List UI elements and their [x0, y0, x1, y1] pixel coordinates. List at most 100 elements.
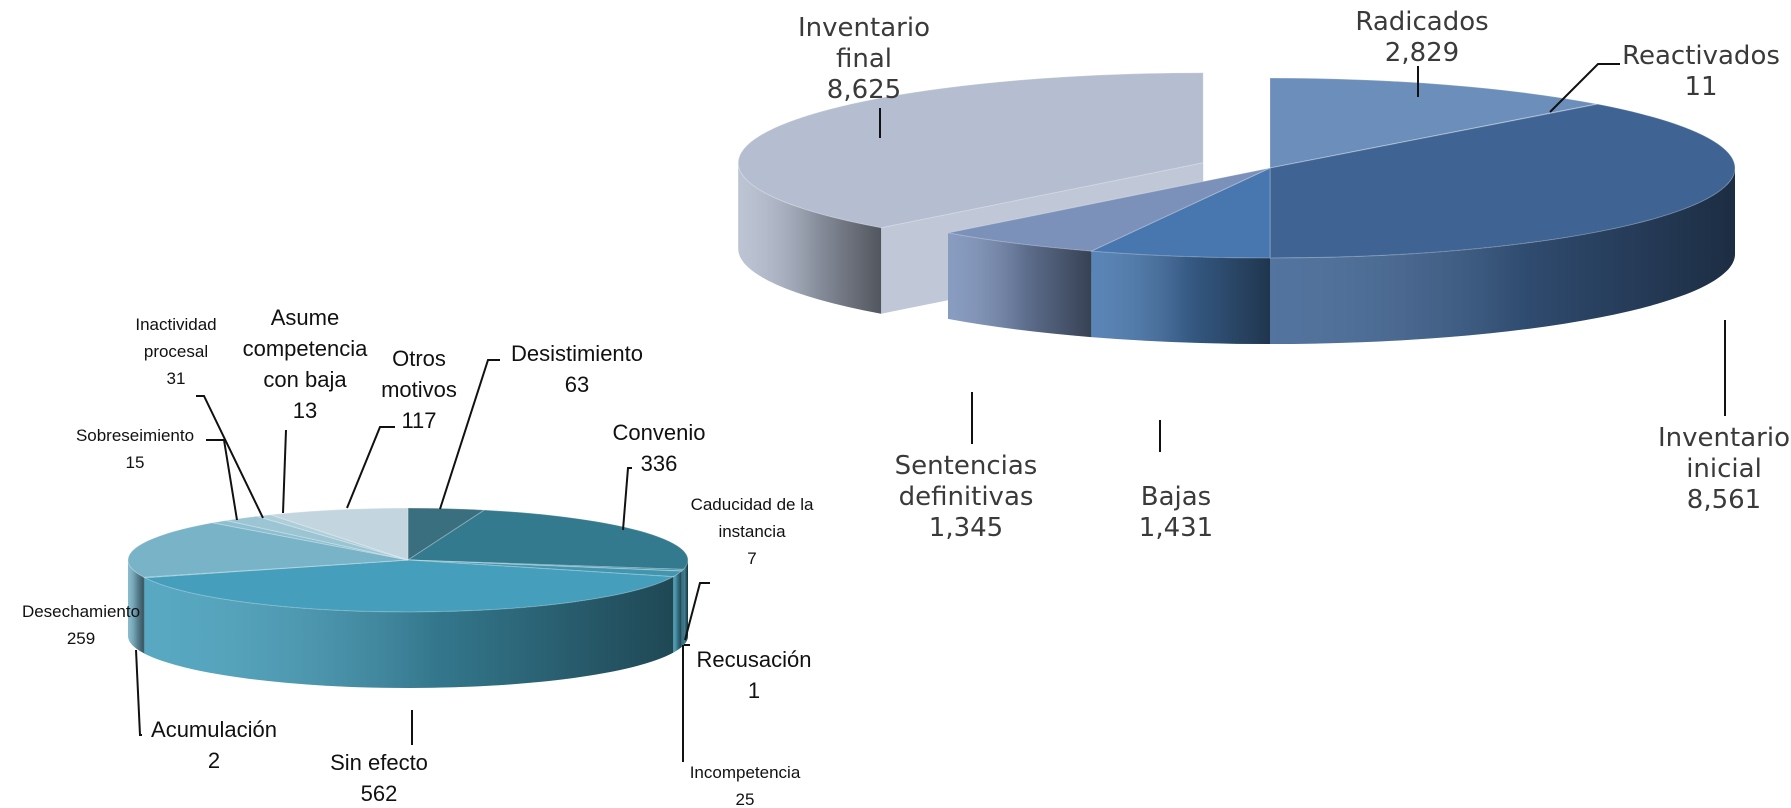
slice-category-label: Inactividad: [135, 315, 216, 334]
pie1-label-inventario-final: Inventario final 8,625: [798, 13, 930, 105]
slice-value-label: 8,561: [1687, 485, 1761, 515]
pie2-side-shade-acumulacion: [143, 577, 145, 654]
slice-category-label: Inventario: [1658, 423, 1790, 453]
slice-value-label: 25: [736, 790, 755, 808]
slice-category-label: Acumulación: [151, 717, 277, 742]
pie2-slice-incompetencia: [407, 559, 683, 578]
slice-value-label: 31: [167, 369, 186, 388]
pie2-slice-convenio: [406, 509, 689, 570]
pie1-side-shade-bajas: [1091, 251, 1270, 344]
slice-category-label: Bajas: [1141, 482, 1211, 512]
slice-category-label: Caducidad de la: [691, 495, 814, 514]
pie2-slice-otros-motivos: [270, 507, 409, 561]
pie-chart-inventario: [737, 72, 1736, 344]
slice-value-label: 2,829: [1385, 38, 1459, 68]
slice-category-label: procesal: [144, 342, 208, 361]
slice-value-label: 1,345: [929, 513, 1003, 543]
pie1-slice-reactivados: [1269, 103, 1598, 169]
pie2-slice-asume-competencia-con-baja: [256, 514, 409, 561]
slice-category-label: Otros: [392, 346, 446, 371]
pie2-label-sin-efecto: Sin efecto 562: [330, 750, 428, 806]
pie2-label-recusacion: Recusación 1: [697, 647, 812, 703]
slice-category-label: Radicados: [1355, 7, 1488, 37]
pie1-side-shade-sentencias-definitivas: [947, 232, 1092, 338]
pie2-label-inactividad-procesal: Inactividad procesal 31: [135, 315, 216, 388]
pie2-label-sobreseimiento: Sobreseimiento 15: [76, 426, 194, 472]
pie1-slice-radicados: [1269, 77, 1597, 169]
slice-value-label: 2: [208, 748, 220, 773]
pie2-label-caducidad-de-la-instancia: Caducidad de la instancia 7: [691, 495, 814, 568]
slice-category-label: Desechamiento: [22, 602, 140, 621]
slice-value-label: 63: [565, 372, 589, 397]
slice-value-label: 259: [67, 629, 95, 648]
slice-category-label: Convenio: [613, 420, 706, 445]
slice-value-label: 336: [641, 451, 678, 476]
pie2-leader-inactividad-procesal: [196, 395, 264, 519]
pie2-slice-desechamiento: [127, 522, 409, 578]
pie2-leader-sobreseimiento: [206, 439, 238, 521]
slice-category-label: Sobreseimiento: [76, 426, 194, 445]
pie2-side-shade-convenio: [683, 560, 688, 646]
pie1-label-radicados: Radicados 2,829: [1355, 7, 1488, 68]
pie1-label-reactivados: Reactivados 11: [1622, 41, 1780, 102]
pie2-label-incompetencia: Incompetencia 25: [690, 763, 801, 808]
slice-category-label: Desistimiento: [511, 341, 643, 366]
slice-category-label: competencia: [243, 336, 369, 361]
pie2-label-asume-competencia-con-baja: Asume competencia con baja 13: [243, 305, 369, 423]
slice-category-label: instancia: [718, 522, 786, 541]
slice-value-label: 7: [747, 549, 756, 568]
slice-category-label: definitivas: [899, 482, 1034, 512]
pie2-slice-inactividad-procesal: [226, 515, 409, 561]
pie2-side-shade-desechamiento: [128, 560, 144, 654]
pie2-leader-caducidad-de-la-instancia: [684, 582, 710, 641]
pie2-slice-caducidad-de-la-instancia: [407, 559, 685, 572]
pie1-slice-bajas: [1089, 167, 1271, 259]
slice-category-label: Incompetencia: [690, 763, 801, 782]
slice-category-label: Inventario: [798, 13, 930, 43]
pie1-side-shade-inventario-inicial: [1270, 168, 1735, 344]
pie2-label-otros-motivos: Otros motivos 117: [381, 346, 457, 433]
pie1-label-inventario-inicial: Inventario inicial 8,561: [1658, 423, 1790, 515]
pie2-leader-desistimiento: [439, 359, 500, 510]
slice-value-label: 11: [1684, 72, 1717, 102]
pie2-side-shade-caducidad-de-la-instancia: [681, 569, 684, 647]
pie1-slice-inventario-final: [737, 72, 1204, 229]
slice-category-label: final: [836, 44, 892, 74]
slice-value-label: 562: [361, 781, 398, 806]
slice-value-label: 1: [748, 678, 760, 703]
pie2-slice-sobreseimiento: [212, 519, 409, 561]
pie2-side-shade-incompetencia: [673, 571, 682, 653]
pie2-label-convenio: Convenio 336: [613, 420, 706, 476]
pie2-leader-acumulacion: [135, 649, 142, 736]
slice-category-label: inicial: [1686, 454, 1762, 484]
pie2-side-shade-sin-efecto: [144, 576, 674, 689]
pie2-slice-sin-efecto: [142, 559, 676, 613]
pie1-side-shade-inventario-final: [738, 162, 882, 314]
pie2-label-desechamiento: Desechamiento 259: [22, 602, 140, 648]
slice-category-label: Sentencias: [895, 451, 1038, 481]
slice-category-label: Asume: [271, 305, 339, 330]
slice-category-label: Recusación: [697, 647, 812, 672]
pie1-label-bajas: Bajas 1,431: [1139, 482, 1213, 543]
pie2-leader-otros-motivos: [346, 426, 395, 509]
pie2-label-desistimiento: Desistimiento 63: [511, 341, 643, 397]
pie-chart-motivos-baja: [127, 507, 689, 689]
pie1-slice-inventario-inicial: [1269, 103, 1736, 259]
slice-value-label: 15: [126, 453, 145, 472]
pie2-leader-convenio: [622, 467, 632, 531]
pie2-leader-asume-competencia-con-baja: [282, 429, 287, 514]
pie2-slice-recusacion: [407, 559, 684, 572]
slice-value-label: 13: [293, 398, 317, 423]
pie1-leader-reactivados: [1549, 63, 1620, 113]
slice-category-label: Reactivados: [1622, 41, 1780, 71]
slice-value-label: 1,431: [1139, 513, 1213, 543]
pie1-slice-sentencias-definitivas: [947, 167, 1271, 252]
slice-category-label: Sin efecto: [330, 750, 428, 775]
slice-value-label: 117: [401, 408, 436, 433]
pie2-label-acumulacion: Acumulación 2: [151, 717, 277, 773]
slice-value-label: 8,625: [827, 75, 901, 105]
slice-category-label: con baja: [263, 367, 347, 392]
